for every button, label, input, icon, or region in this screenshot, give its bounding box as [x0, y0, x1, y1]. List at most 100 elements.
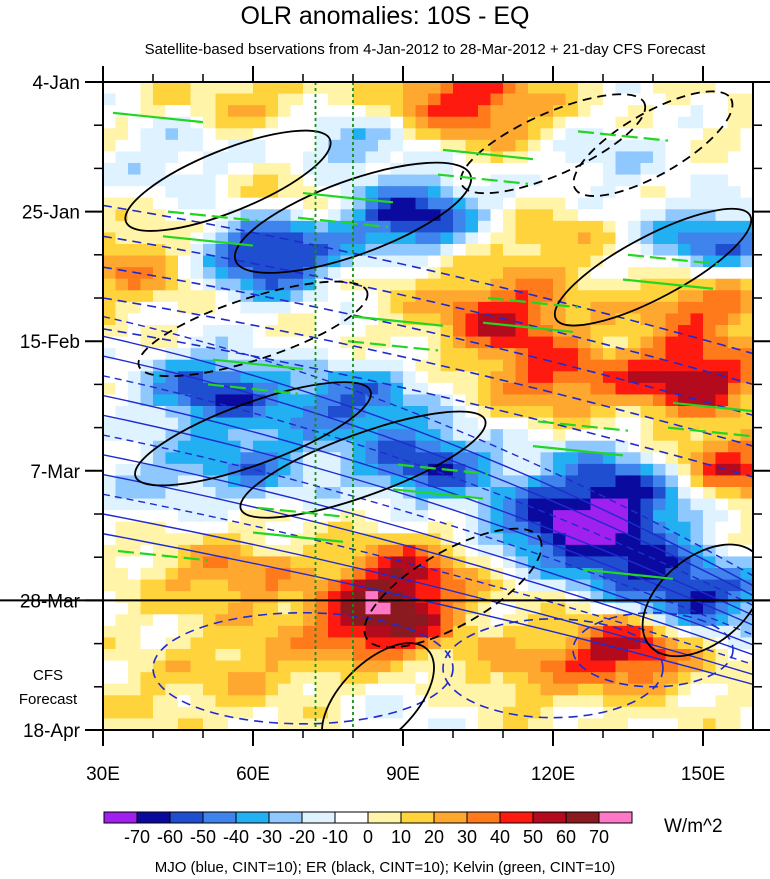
heatmap-cell [565, 406, 579, 419]
heatmap-cell [115, 325, 129, 338]
heatmap-cell [153, 544, 167, 558]
heatmap-cell [640, 220, 654, 234]
heatmap-cell [278, 683, 292, 696]
mjo-contour [103, 235, 753, 386]
heatmap-cell [453, 255, 467, 268]
colorbar-swatch [400, 811, 435, 824]
heatmap-cell [153, 82, 167, 95]
heatmap-cell [465, 625, 479, 639]
heatmap-cell [265, 556, 279, 569]
heatmap-cell [553, 244, 567, 257]
heatmap-cell [478, 186, 492, 199]
heatmap-cell [728, 591, 742, 604]
heatmap-cell [190, 382, 204, 396]
heatmap-cell [278, 440, 292, 453]
heatmap-cell [428, 359, 442, 372]
heatmap-cell [353, 706, 367, 720]
heatmap-cell [728, 301, 742, 315]
heatmap-cell [628, 394, 642, 407]
er-contour [134, 381, 372, 487]
heatmap-cell [690, 475, 704, 488]
heatmap-cell [265, 93, 279, 106]
heatmap-cell [353, 568, 367, 581]
heatmap-cell [103, 706, 117, 720]
heatmap-cell [290, 568, 304, 581]
heatmap-cell [303, 556, 317, 569]
heatmap-cell [203, 186, 217, 199]
heatmap-cell [253, 232, 267, 245]
heatmap-cell [515, 359, 529, 372]
heatmap-cell [515, 417, 529, 430]
heatmap-cell [203, 498, 217, 511]
heatmap-cell [540, 128, 554, 141]
heatmap-cell [278, 174, 292, 187]
heatmap-cell [478, 394, 492, 407]
heatmap-cell [553, 440, 567, 453]
heatmap-cell [228, 174, 242, 187]
heatmap-cell [340, 625, 354, 639]
heatmap-cell [353, 255, 367, 268]
heatmap-cell [303, 336, 317, 349]
heatmap-cell [353, 267, 367, 280]
heatmap-cell [165, 568, 179, 581]
heatmap-cell [265, 672, 279, 685]
heatmap-cell [703, 533, 717, 546]
heatmap-cell [190, 255, 204, 268]
heatmap-cell [615, 267, 629, 280]
heatmap-cell [165, 602, 179, 615]
heatmap-cell [340, 695, 354, 708]
heatmap-cell [240, 128, 254, 141]
heatmap-cell [465, 637, 479, 650]
heatmap-cell [115, 591, 129, 604]
heatmap-cell [215, 290, 229, 303]
heatmap-cell [265, 510, 279, 523]
heatmap-cell [103, 105, 117, 118]
heatmap-cell [578, 463, 592, 477]
heatmap-cell [415, 660, 429, 673]
kelvin-contour [537, 420, 629, 432]
heatmap-cell [303, 232, 317, 245]
heatmap-cell [403, 209, 417, 222]
heatmap-cell [303, 521, 317, 534]
heatmap-cell [553, 463, 567, 477]
heatmap-cell [615, 475, 629, 488]
heatmap-cell [403, 139, 417, 153]
heatmap-cell [128, 672, 142, 685]
er-contour [459, 93, 647, 195]
heatmap-cell [140, 232, 154, 245]
heatmap-cell [403, 406, 417, 419]
heatmap-cell [578, 649, 592, 662]
heatmap-cell [540, 290, 554, 303]
heatmap-cell [278, 93, 292, 106]
heatmap-cell [453, 660, 467, 673]
heatmap-cell [553, 371, 567, 384]
heatmap-cell [403, 533, 417, 546]
heatmap-cell [328, 197, 342, 210]
heatmap-cell [590, 544, 604, 558]
heatmap-cell [403, 348, 417, 361]
heatmap-cell [528, 382, 542, 396]
heatmap-cell [365, 359, 379, 372]
heatmap-cell [740, 82, 753, 95]
heatmap-cell [628, 510, 642, 523]
heatmap-cell [153, 706, 167, 720]
heatmap-cell [165, 82, 179, 95]
heatmap-cell [328, 660, 342, 673]
heatmap-cell [440, 371, 454, 384]
heatmap-cell [465, 220, 479, 234]
heatmap-cell [415, 151, 429, 164]
heatmap-cell [478, 267, 492, 280]
heatmap-cell [653, 429, 667, 442]
heatmap-cell [553, 556, 567, 569]
heatmap-cell [440, 197, 454, 210]
heatmap-cell [278, 139, 292, 153]
colorbar-swatch [235, 811, 270, 824]
heatmap-cell [740, 579, 753, 592]
heatmap-cell [690, 371, 704, 384]
heatmap-cell [228, 706, 242, 720]
heatmap-cell [378, 452, 392, 465]
heatmap-cell [290, 417, 304, 430]
heatmap-cell [440, 186, 454, 199]
heatmap-cell [715, 325, 729, 338]
heatmap-cell [315, 510, 329, 523]
